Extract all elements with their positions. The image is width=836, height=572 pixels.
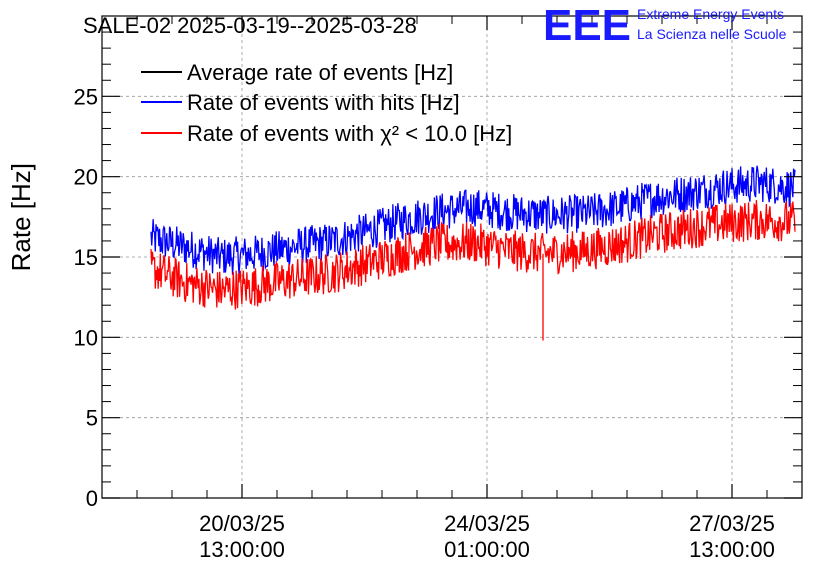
x-tick-time-label: 13:00:00 <box>199 537 285 562</box>
y-tick-label: 0 <box>86 486 98 511</box>
legend-label-1: Rate of events with hits [Hz] <box>187 90 460 115</box>
y-tick-label: 25 <box>74 84 98 109</box>
y-tick-label: 15 <box>74 245 98 270</box>
axes: 051015202520/03/2513:00:0024/03/2501:00:… <box>74 16 802 562</box>
x-tick-time-label: 13:00:00 <box>689 537 775 562</box>
series-layer <box>150 165 796 341</box>
x-tick-date-label: 24/03/25 <box>444 511 530 536</box>
y-tick-label: 5 <box>86 406 98 431</box>
legend: Average rate of events [Hz] Rate of event… <box>141 60 512 146</box>
x-tick-date-label: 27/03/25 <box>689 511 775 536</box>
x-tick-time-label: 01:00:00 <box>444 537 530 562</box>
series-line-1 <box>150 165 796 275</box>
chart-title: SALE-02 2025-03-19--2025-03-28 <box>83 13 417 38</box>
eee-logo-line1: Extreme Energy Events <box>637 6 784 22</box>
eee-logo-line2: La Scienza nelle Scuole <box>637 26 787 42</box>
legend-label-0: Average rate of events [Hz] <box>187 60 453 85</box>
y-axis-label: Rate [Hz] <box>6 163 36 271</box>
eee-logo-letters: EEE <box>543 1 631 50</box>
series-line-2 <box>150 200 796 310</box>
y-tick-label: 10 <box>74 325 98 350</box>
x-tick-date-label: 20/03/25 <box>199 511 285 536</box>
y-tick-label: 20 <box>74 165 98 190</box>
legend-label-2: Rate of events with χ² < 10.0 [Hz] <box>187 121 512 146</box>
eee-logo: EEE Extreme Energy Events La Scienza nel… <box>543 1 787 50</box>
